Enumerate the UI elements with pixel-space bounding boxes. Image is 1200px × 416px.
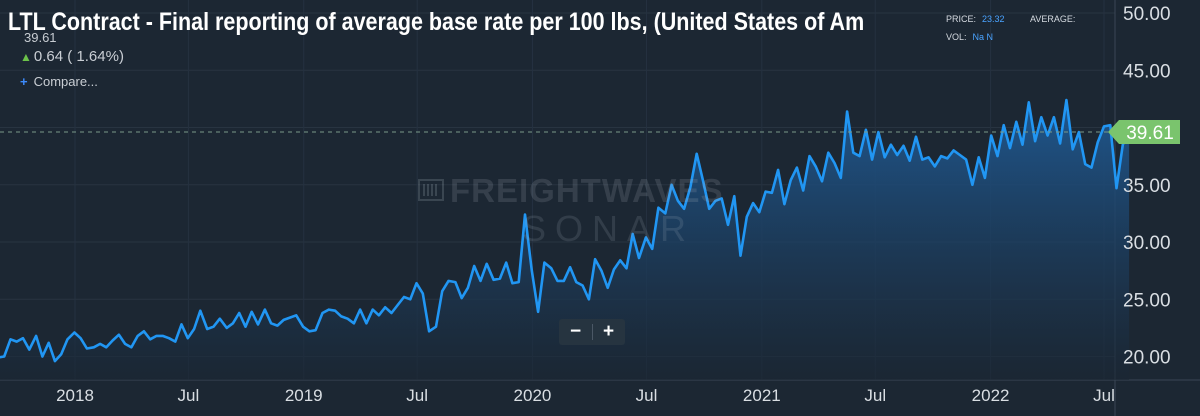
plus-icon: +: [20, 74, 28, 89]
x-axis: 2018 Jul 2019 Jul 2020 Jul 2021 Jul 2022 Jul: [56, 386, 1115, 405]
chart-title-container: LTL Contract - Final reporting of averag…: [0, 0, 933, 46]
area-fill: [0, 100, 1130, 380]
y-tick-label: 45.00: [1123, 61, 1171, 82]
last-value-badge-label: 39.61: [1126, 123, 1174, 144]
y-tick-label: 30.00: [1123, 233, 1171, 254]
watermark-freightwaves: FREIGHTWAVES: [450, 172, 724, 209]
compare-label: Compare...: [33, 74, 98, 89]
x-tick-label: 2019: [285, 386, 323, 405]
zoom-in-button[interactable]: +: [602, 321, 615, 342]
x-tick-label: 2022: [972, 386, 1010, 405]
average-label: AVERAGE:: [1030, 14, 1076, 24]
series-area: [0, 100, 1130, 380]
x-tick-label: Jul: [178, 386, 200, 405]
last-value-text: 39.61: [24, 30, 57, 45]
series-path: [0, 98, 1131, 363]
zoom-divider: [592, 324, 593, 340]
series-line: [0, 98, 1131, 363]
watermark-sonar: SONAR: [522, 208, 696, 249]
y-tick-label: 20.00: [1123, 348, 1171, 369]
x-tick-label: 2020: [514, 386, 552, 405]
x-tick-label: 2018: [56, 386, 94, 405]
price-row: PRICE: 23.32 AVERAGE:: [946, 14, 1075, 32]
x-tick-label: Jul: [864, 386, 886, 405]
change-indicator: ▲ 0.64 ( 1.64%): [20, 48, 124, 65]
y-tick-label: 25.00: [1123, 290, 1171, 311]
price-label: PRICE:: [946, 14, 977, 24]
last-value-badge: 39.61: [1108, 119, 1180, 144]
zoom-out-button[interactable]: −: [569, 321, 582, 342]
x-tick-label: 2021: [743, 386, 781, 405]
vol-label: VOL:: [946, 32, 967, 42]
y-tick-label: 50.00: [1123, 4, 1171, 25]
chart-title: LTL Contract - Final reporting of averag…: [8, 8, 865, 36]
price-value: 23.32: [982, 14, 1005, 24]
freightwaves-logo-icon: [418, 179, 444, 201]
y-tick-label: 35.00: [1123, 176, 1171, 197]
arrow-up-icon: ▲: [20, 50, 32, 64]
vol-row: VOL: Na N: [946, 32, 1005, 50]
last-value-badge-shape: [1108, 119, 1180, 144]
compare-button[interactable]: + Compare...: [20, 74, 98, 89]
stats-panel: PRICE: 23.32 AVERAGE: VOL: Na N: [946, 14, 1075, 50]
zoom-controls: − +: [559, 319, 625, 345]
x-tick-label: Jul: [636, 386, 658, 405]
vol-value: Na N: [972, 32, 994, 42]
change-value: 0.64 ( 1.64%): [33, 48, 124, 65]
x-tick-label: Jul: [1093, 386, 1115, 405]
x-tick-label: Jul: [406, 386, 428, 405]
